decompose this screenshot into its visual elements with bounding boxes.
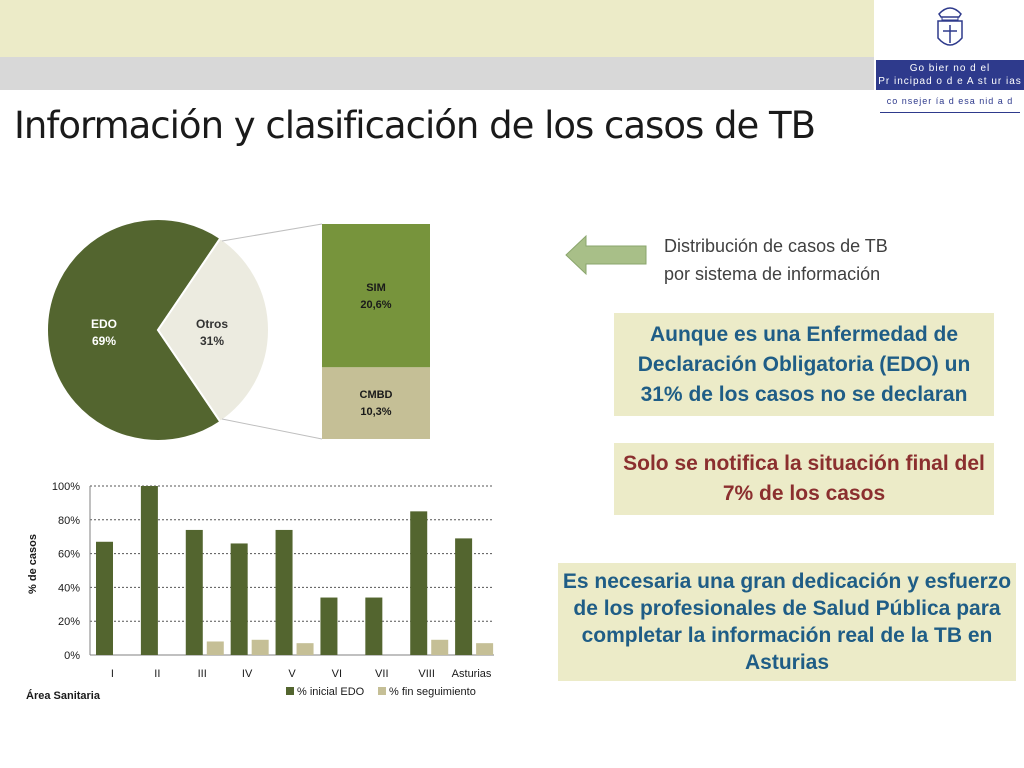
- pie-slice-edo: [46, 218, 222, 442]
- bar-seguimiento-iii: [206, 641, 224, 655]
- coat-of-arms-icon: [937, 7, 963, 46]
- breakdown-value-sim: 20,6%: [360, 299, 391, 311]
- bar-chart-bars: [96, 486, 494, 655]
- bar-inicial-asturias: [455, 538, 473, 655]
- distribution-caption-line2: por sistema de información: [664, 264, 881, 284]
- x-tick-label: VII: [375, 668, 388, 680]
- consejeria-label: co nsejer ía d esa nid a d: [886, 96, 1014, 106]
- x-tick-label: Asturias: [452, 668, 492, 680]
- x-tick-label: V: [288, 668, 296, 680]
- legend-label-inicial: % inicial EDO: [297, 686, 365, 698]
- bar-inicial-ii: [140, 486, 158, 655]
- x-tick-label: VIII: [418, 668, 435, 680]
- breakdown-label-cmbd: CMBD: [360, 389, 393, 401]
- bar-seguimiento-asturias: [476, 643, 494, 655]
- pie-connector-bottom: [221, 418, 323, 440]
- x-axis-label: Área Sanitaria: [26, 689, 101, 702]
- y-tick-label: 40%: [58, 582, 80, 594]
- bar-chart-y-ticks: 0% 20% 40% 60% 80% 100%: [52, 481, 80, 662]
- breakdown-value-cmbd: 10,3%: [360, 406, 391, 418]
- distribution-caption: Distribución de casos de TB por sistema …: [664, 232, 888, 288]
- y-tick-label: 20%: [58, 616, 80, 628]
- legend-label-seguimiento: % fin seguimiento: [389, 686, 476, 698]
- x-tick-label: III: [198, 668, 207, 680]
- coat-of-arms-logo: [876, 0, 1024, 60]
- left-arrow-icon: [565, 234, 647, 276]
- y-tick-label: 0%: [64, 650, 80, 662]
- y-axis-label: % de casos: [27, 534, 39, 594]
- pie-label-otros: Otros: [196, 317, 228, 331]
- bar-inicial-v: [275, 529, 293, 655]
- pie-label-edo: EDO: [91, 317, 117, 331]
- x-tick-label: II: [154, 668, 160, 680]
- breakdown-bar-sim: [322, 224, 430, 368]
- header-grey-band: [0, 57, 874, 90]
- x-tick-label: VI: [332, 668, 342, 680]
- bar-seguimiento-v: [296, 643, 314, 655]
- bar-seguimiento-viii: [431, 639, 449, 655]
- gov-line-1: Go bier no d el: [909, 63, 991, 74]
- x-tick-label: I: [111, 668, 114, 680]
- y-tick-label: 80%: [58, 515, 80, 527]
- bar-inicial-iv: [230, 543, 248, 655]
- gov-line-2: Pr incipad o d e A st ur ias: [878, 76, 1022, 87]
- bar-inicial-i: [96, 541, 113, 655]
- bar-inicial-iii: [185, 529, 203, 655]
- bar-inicial-vii: [365, 597, 383, 655]
- bar-inicial-vi: [320, 597, 338, 655]
- government-badge: Go bier no d el Pr incipad o d e A st ur…: [876, 60, 1024, 90]
- breakdown-bar-cmbd: [322, 367, 430, 439]
- pie-value-edo: 69%: [92, 334, 116, 348]
- pie-value-otros: 31%: [200, 334, 224, 348]
- header-band: [0, 0, 874, 57]
- y-tick-label: 60%: [58, 549, 80, 561]
- consejeria-underline: [880, 112, 1020, 113]
- callout-edo-undeclared: Aunque es una Enfermedad de Declaración …: [614, 313, 994, 416]
- y-tick-label: 100%: [52, 481, 80, 493]
- x-tick-label: IV: [242, 668, 253, 680]
- bar-seguimiento-iv: [251, 639, 269, 655]
- pie-connector-top: [221, 223, 323, 242]
- bar-inicial-viii: [410, 511, 428, 655]
- page-title: Información y clasificación de los casos…: [14, 104, 816, 147]
- bar-chart-x-ticks: I II III IV V VI VII VIII Asturias: [111, 668, 492, 680]
- pie-slice-otros: [156, 236, 270, 424]
- legend-swatch-seguimiento: [378, 687, 386, 695]
- callout-final-status: Solo se notifica la situación final del …: [614, 443, 994, 515]
- breakdown-label-sim: SIM: [366, 282, 386, 294]
- callout-public-health: Es necesaria una gran dedicación y esfue…: [558, 563, 1016, 681]
- distribution-caption-line1: Distribución de casos de TB: [664, 236, 888, 256]
- legend-swatch-inicial: [286, 687, 294, 695]
